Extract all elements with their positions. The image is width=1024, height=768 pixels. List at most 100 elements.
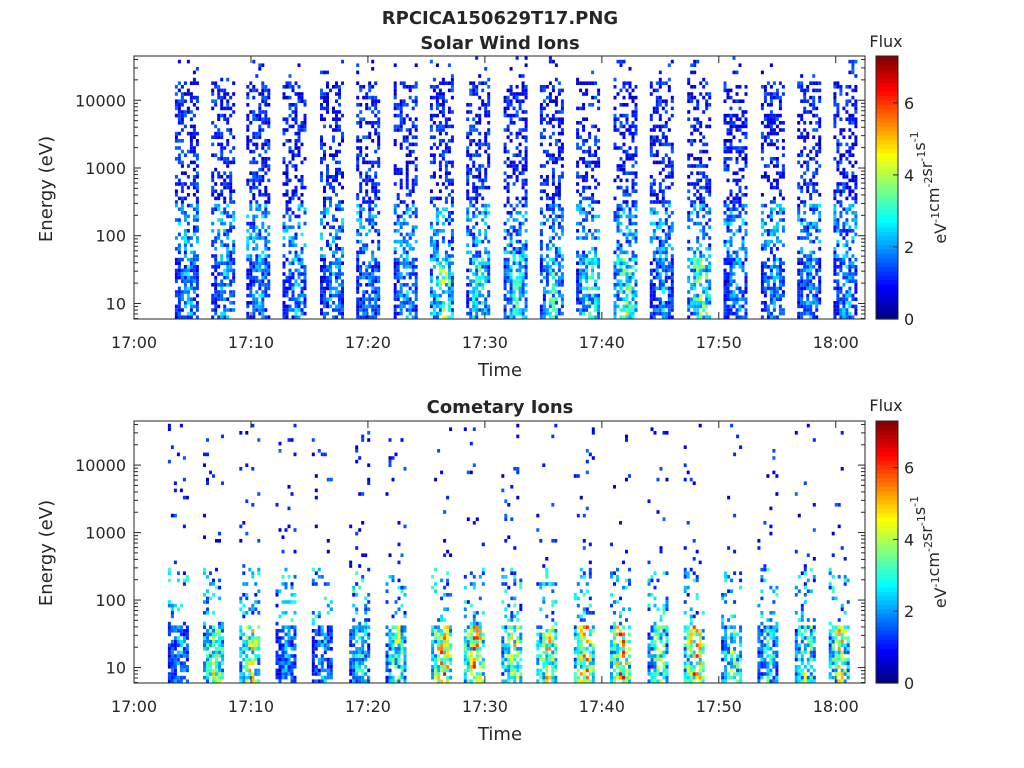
heatmap-cell xyxy=(229,200,233,204)
heatmap-cell xyxy=(766,92,770,96)
heatmap-cell xyxy=(466,103,470,107)
heatmap-cell xyxy=(625,286,629,291)
heatmap-cell xyxy=(594,135,598,139)
heatmap-cell xyxy=(744,308,748,312)
heatmap-cell xyxy=(818,164,822,168)
heatmap-cell xyxy=(628,207,632,211)
heatmap-cell xyxy=(628,304,632,309)
heatmap-cell xyxy=(371,315,375,319)
heatmap-cell xyxy=(582,149,586,154)
heatmap-cell xyxy=(760,135,764,139)
heatmap-cell xyxy=(506,229,510,233)
heatmap-cell xyxy=(579,290,583,294)
heatmap-cell xyxy=(177,207,181,211)
heatmap-cell xyxy=(760,301,764,305)
heatmap-cell xyxy=(356,157,360,161)
heatmap-cell xyxy=(399,142,403,147)
heatmap-cell xyxy=(738,85,742,89)
heatmap-cell xyxy=(249,225,253,229)
heatmap-cell xyxy=(438,286,442,291)
heatmap-cell xyxy=(661,193,665,197)
heatmap-cell xyxy=(438,124,442,129)
heatmap-cell xyxy=(450,74,454,78)
heatmap-cell xyxy=(781,268,785,273)
heatmap-cell xyxy=(487,121,491,125)
heatmap-cell xyxy=(588,257,592,262)
heatmap-cell xyxy=(195,106,199,111)
heatmap-cell xyxy=(466,229,470,233)
heatmap-cell xyxy=(408,193,412,197)
heatmap-cell xyxy=(447,63,451,67)
heatmap-cell xyxy=(323,207,326,211)
heatmap-cell xyxy=(845,290,849,294)
heatmap-cell xyxy=(661,229,665,233)
heatmap-cell xyxy=(408,243,412,247)
heatmap-cell xyxy=(619,185,623,190)
heatmap-cell xyxy=(414,293,418,298)
heatmap-cell xyxy=(475,265,479,269)
heatmap-cell xyxy=(518,225,522,229)
heatmap-cell xyxy=(778,275,782,280)
heatmap-cell xyxy=(214,124,218,129)
heatmap-cell xyxy=(374,261,378,265)
heatmap-cell xyxy=(303,207,307,211)
heatmap-cell xyxy=(818,121,822,125)
heatmap-cell xyxy=(450,110,454,114)
heatmap-cell xyxy=(588,164,592,168)
heatmap-cell xyxy=(223,113,227,118)
heatmap-cell xyxy=(192,232,196,237)
heatmap-cell xyxy=(585,178,589,183)
heatmap-cell xyxy=(512,113,516,118)
heatmap-cell xyxy=(393,164,397,168)
heatmap-cell xyxy=(845,311,849,316)
heatmap-cell xyxy=(414,283,418,287)
heatmap-cell xyxy=(294,304,298,309)
heatmap-cell xyxy=(649,236,653,240)
heatmap-cell xyxy=(405,203,409,208)
heatmap-cell xyxy=(220,135,224,139)
heatmap-cell xyxy=(616,243,620,247)
heatmap-cell xyxy=(399,81,403,85)
heatmap-cell xyxy=(429,239,433,244)
heatmap-cell xyxy=(729,121,733,125)
heatmap-cell xyxy=(649,117,653,121)
heatmap-cell xyxy=(371,139,375,143)
heatmap-cell xyxy=(332,85,335,89)
heatmap-cell xyxy=(661,286,665,291)
heatmap-cell xyxy=(177,218,181,222)
heatmap-cell xyxy=(267,92,271,96)
heatmap-cell xyxy=(705,142,709,147)
heatmap-cell xyxy=(769,157,773,161)
heatmap-cell xyxy=(699,311,703,316)
heatmap-cell xyxy=(509,290,513,294)
heatmap-cell xyxy=(267,142,271,147)
heatmap-cell xyxy=(702,236,706,240)
heatmap-cell xyxy=(300,160,304,165)
heatmap-cell xyxy=(487,157,491,161)
heatmap-cell xyxy=(229,171,233,175)
heatmap-cell xyxy=(839,117,843,121)
heatmap-cell xyxy=(294,257,298,262)
heatmap-cell xyxy=(183,254,187,258)
heatmap-cell xyxy=(371,110,375,114)
heatmap-cell xyxy=(285,121,289,125)
heatmap-cell xyxy=(249,110,253,114)
heatmap-cell xyxy=(735,196,739,201)
heatmap-cell xyxy=(255,171,259,175)
heatmap-cell xyxy=(702,196,706,201)
heatmap-cell xyxy=(214,99,218,103)
heatmap-cell xyxy=(735,200,739,204)
heatmap-cell xyxy=(619,250,623,255)
heatmap-cell xyxy=(560,214,564,219)
heatmap-cell xyxy=(432,315,436,319)
heatmap-cell xyxy=(335,128,338,132)
heatmap-cell xyxy=(469,261,473,265)
heatmap-cell xyxy=(472,139,476,143)
heatmap-cell xyxy=(839,85,843,89)
heatmap-cell xyxy=(631,290,635,294)
heatmap-cell xyxy=(192,185,196,190)
heatmap-cell xyxy=(220,182,224,186)
heatmap-cell xyxy=(258,178,262,183)
heatmap-cell xyxy=(554,117,558,121)
heatmap-cell xyxy=(374,182,378,186)
